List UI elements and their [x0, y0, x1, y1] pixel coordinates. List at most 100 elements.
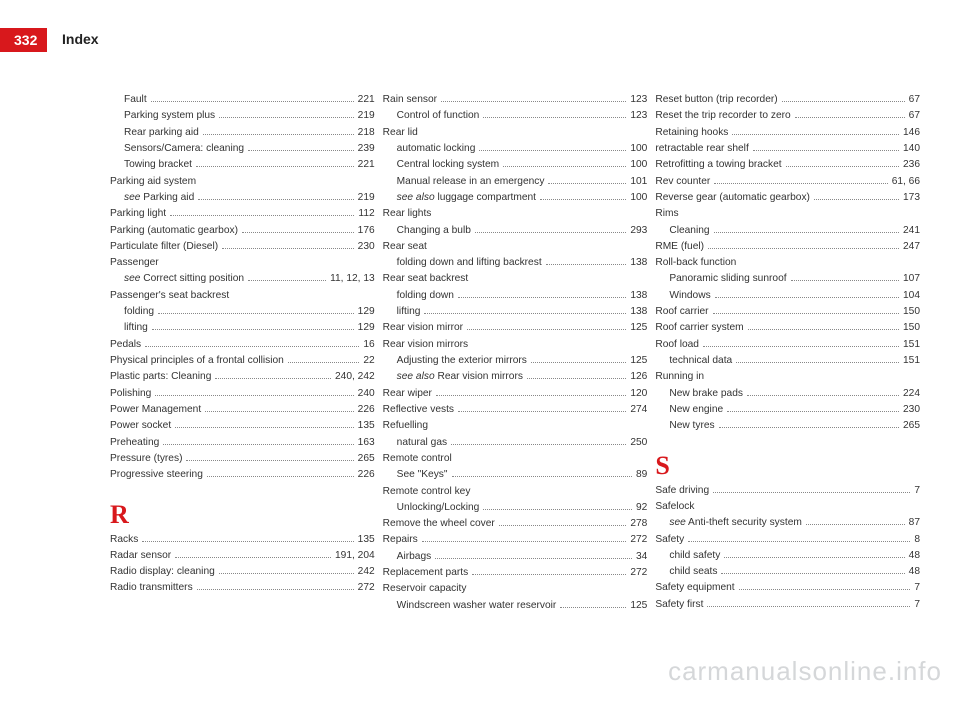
index-entry-page: 34 [636, 549, 647, 565]
index-column-2: Rain sensor123Control of function123Rear… [383, 92, 648, 641]
index-entry-leader [795, 117, 905, 118]
index-entry-page: 150 [903, 320, 920, 336]
index-entry-label: Parking (automatic gearbox) [110, 223, 238, 239]
index-entry-page: 135 [358, 418, 375, 434]
index-entry: Windows104 [655, 288, 920, 304]
index-entry: Particulate filter (Diesel)230 [110, 239, 375, 255]
index-entry-page: 230 [903, 402, 920, 418]
index-entry-page: 236 [903, 157, 920, 173]
index-entry-leader [170, 215, 354, 216]
index-entry-label: Pressure (tyres) [110, 451, 182, 467]
index-entry-leader [791, 280, 899, 281]
index-entry-leader [713, 492, 910, 493]
index-entry-leader [732, 134, 899, 135]
index-entry-leader [707, 606, 910, 607]
index-entry: New tyres265 [655, 418, 920, 434]
index-entry-label: Refuelling [383, 418, 428, 434]
index-entry-label: Unlocking/Locking [397, 500, 480, 516]
index-entry-leader [145, 346, 359, 347]
index-entry-page: 48 [909, 564, 920, 580]
index-entry-page: 240 [358, 386, 375, 402]
index-entry-label: Reset the trip recorder to zero [655, 108, 790, 124]
index-entry-label: Rear parking aid [124, 125, 199, 141]
index-entry-leader [546, 264, 627, 265]
index-entry: Reservoir capacity [383, 581, 648, 597]
index-entry: Pedals16 [110, 337, 375, 353]
index-entry: folding down and lifting backrest138 [383, 255, 648, 271]
index-entry-leader [436, 395, 626, 396]
index-entry-leader [472, 574, 626, 575]
index-entry: Reset the trip recorder to zero 67 [655, 108, 920, 124]
index-entry: Racks135 [110, 532, 375, 548]
index-entry: Repairs272 [383, 532, 648, 548]
index-entry-label: Racks [110, 532, 138, 548]
index-entry-label: Rear wiper [383, 386, 432, 402]
index-entry-leader [739, 589, 911, 590]
index-entry-page: 226 [358, 402, 375, 418]
index-entry-page: 104 [903, 288, 920, 304]
index-entry: child seats48 [655, 564, 920, 580]
index-entry-label: RME (fuel) [655, 239, 704, 255]
index-entry: Rev counter61, 66 [655, 174, 920, 190]
index-entry-page: 150 [903, 304, 920, 320]
index-entry-leader [814, 199, 899, 200]
index-entry: folding129 [110, 304, 375, 320]
index-entry-leader [435, 558, 632, 559]
index-entry: child safety48 [655, 548, 920, 564]
index-entry-label: Passenger's seat backrest [110, 288, 229, 304]
index-entry-label: Adjusting the exterior mirrors [397, 353, 527, 369]
index-entry-label: Safety first [655, 597, 703, 613]
index-entry-page: 219 [358, 190, 375, 206]
index-entry-label: Rims [655, 206, 678, 222]
index-entry-leader [196, 166, 354, 167]
index-entry-page: 272 [630, 565, 647, 581]
index-entry-leader [483, 117, 626, 118]
index-entry: Parking (automatic gearbox)176 [110, 223, 375, 239]
index-entry: Rear seat backrest [383, 271, 648, 287]
index-entry-label: child safety [669, 548, 720, 564]
index-entry: Safe driving7 [655, 483, 920, 499]
index-entry: Pressure (tyres)265 [110, 451, 375, 467]
index-entry: RME (fuel)247 [655, 239, 920, 255]
index-entry-page: 100 [630, 190, 647, 206]
index-entry: Roof carrier system150 [655, 320, 920, 336]
index-entry-leader [248, 280, 326, 281]
index-entry-leader [753, 150, 899, 151]
index-entry: see also luggage compartment100 [383, 190, 648, 206]
index-entry-label: Parking system plus [124, 108, 215, 124]
index-entry: Control of function123 [383, 108, 648, 124]
index-entry-label: automatic locking [397, 141, 476, 157]
index-entry-page: 138 [630, 304, 647, 320]
index-entry: Passenger [110, 255, 375, 271]
index-entry-page: 265 [903, 418, 920, 434]
index-entry: Cleaning241 [655, 223, 920, 239]
index-entry-leader [714, 183, 887, 184]
index-entry-page: 173 [903, 190, 920, 206]
index-entry-page: 89 [636, 467, 647, 483]
index-entry: Refuelling [383, 418, 648, 434]
index-entry-page: 67 [909, 108, 920, 124]
index-entry-leader [713, 313, 899, 314]
index-entry-page: 7 [914, 597, 920, 613]
index-entry-page: 191, 204 [335, 548, 375, 564]
index-entry-leader [219, 117, 354, 118]
index-entry-label: Replacement parts [383, 565, 469, 581]
index-entry-label: Rear lid [383, 125, 418, 141]
index-entry-label: Sensors/Camera: cleaning [124, 141, 244, 157]
index-entry: Rear wiper120 [383, 386, 648, 402]
index-entry-page: 123 [630, 108, 647, 124]
index-entry-page: 240, 242 [335, 369, 375, 385]
index-entry-leader [531, 362, 626, 363]
index-entry-leader [703, 346, 899, 347]
index-entry-page: 125 [630, 598, 647, 614]
index-entry-label: Central locking system [397, 157, 499, 173]
index-entry-label: Rear vision mirror [383, 320, 463, 336]
index-entry: Roll-back function [655, 255, 920, 271]
index-entry: Safelock [655, 499, 920, 515]
index-entry-label: Radar sensor [110, 548, 171, 564]
index-entry-leader [219, 573, 354, 574]
index-entry-label: technical data [669, 353, 732, 369]
index-entry: Safety8 [655, 532, 920, 548]
index-entry-label: see Correct sitting position [124, 271, 244, 287]
index-entry-label: Safety equipment [655, 580, 734, 596]
